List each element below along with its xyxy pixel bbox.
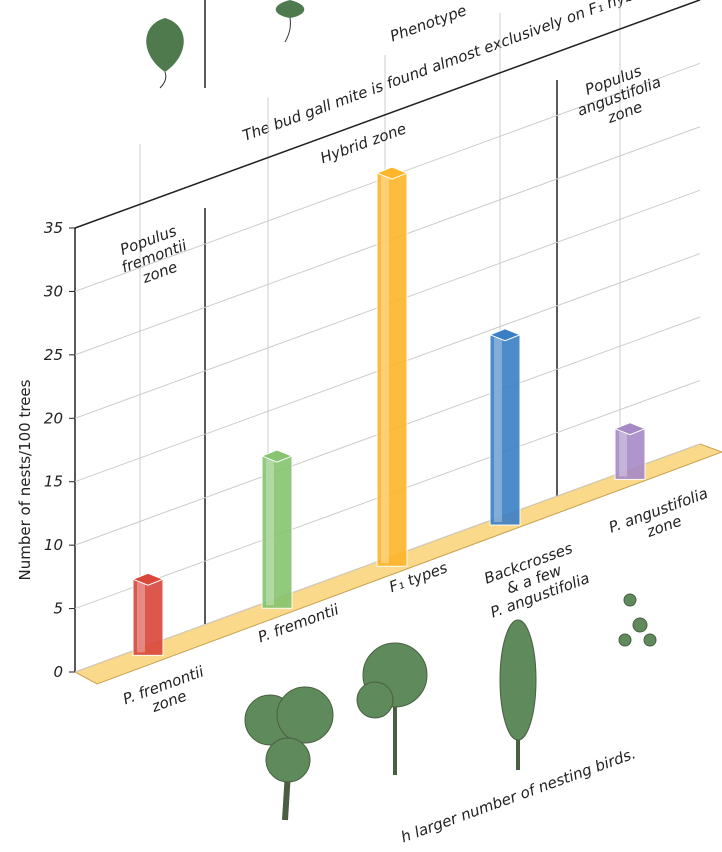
bar — [132, 578, 164, 656]
x-tick-label: P. fremontiizone — [120, 662, 212, 724]
bar-highlight — [137, 582, 145, 653]
bar-highlight — [619, 431, 627, 477]
bar-top — [131, 572, 165, 586]
bar — [261, 455, 293, 609]
bar-highlight — [381, 176, 389, 564]
y-tick-label: 10 — [44, 536, 63, 554]
zone-label: Populusangustifoliazone — [569, 57, 669, 136]
x-tick-label: Backcrosses& a fewP. angustifolia — [476, 537, 592, 621]
y-tick-label: 0 — [53, 663, 63, 681]
heading: Phenotype — [388, 1, 469, 45]
y-axis-label: Number of nests/100 trees — [16, 379, 34, 580]
y-tick-label: 35 — [44, 219, 63, 237]
bar-top — [613, 422, 647, 436]
zone-label: Populusfremontiizone — [113, 220, 196, 292]
bar-top — [375, 166, 409, 180]
zone-label: Hybrid zone — [318, 119, 409, 167]
bar-highlight — [494, 337, 502, 523]
bar-highlight — [266, 459, 274, 606]
y-tick-label: 15 — [44, 473, 63, 491]
grid-line — [74, 0, 701, 229]
x-tick-label: P. angustifoliazone — [606, 484, 716, 552]
y-tick-label: 25 — [44, 346, 63, 364]
bar — [614, 428, 646, 480]
bar — [376, 172, 408, 567]
bar-top — [488, 328, 522, 342]
y-tick-label: 30 — [44, 282, 63, 300]
y-tick-label: 20 — [44, 409, 63, 427]
bar-top — [260, 449, 294, 463]
y-tick-label: 5 — [53, 600, 63, 618]
